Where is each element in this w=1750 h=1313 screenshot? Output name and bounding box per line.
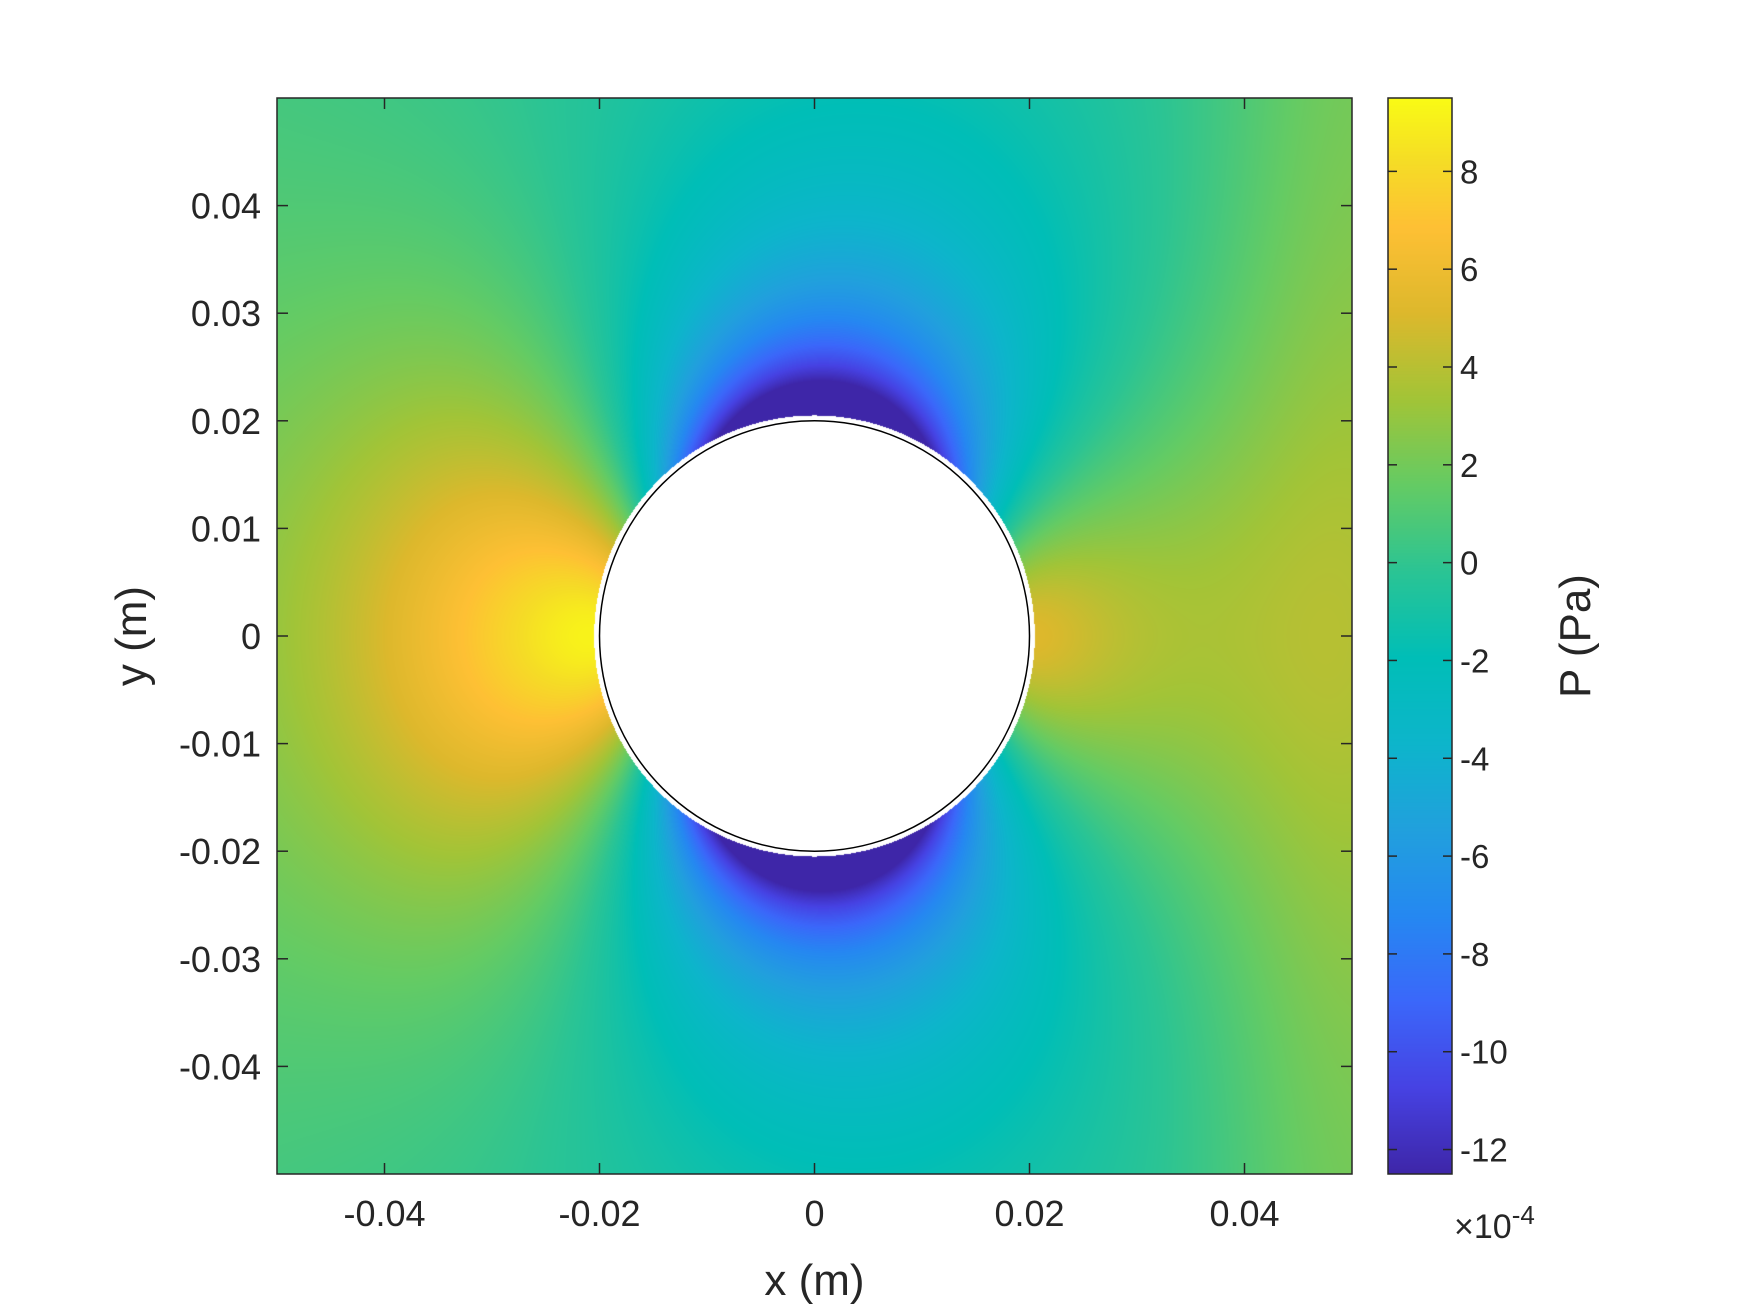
y-tick-label: 0.04 (191, 186, 261, 227)
colorbar-ticks: 8 6 4 2 0 -2 -4 -6 -8 -10 -12 (1388, 153, 1508, 1169)
x-axis-ticks: -0.04 -0.02 0 0.02 0.04 (343, 98, 1280, 1234)
x-axis-label: x (m) (764, 1256, 864, 1305)
x-tick-label: 0.04 (1209, 1193, 1279, 1234)
y-tick-label: 0.01 (191, 508, 261, 549)
y-tick-label: -0.02 (179, 831, 261, 872)
y-axis-ticks: 0.04 0.03 0.02 0.01 0 -0.01 -0.02 -0.03 -0.04 (179, 186, 1352, 1087)
colorbar-tick-label: -6 (1460, 838, 1489, 875)
colorbar-tick-label: -2 (1460, 642, 1489, 679)
y-tick-label: -0.03 (179, 939, 261, 980)
y-tick-label: -0.01 (179, 724, 261, 765)
y-tick-label: -0.04 (179, 1046, 261, 1087)
colorbar-exponent: ×10-4 (1454, 1200, 1535, 1246)
colorbar-tick-label: -4 (1460, 740, 1489, 777)
x-tick-label: -0.02 (558, 1193, 640, 1234)
colorbar-exponent-power: -4 (1512, 1200, 1535, 1230)
y-tick-label: 0.02 (191, 401, 261, 442)
y-tick-label: 0.03 (191, 293, 261, 334)
colorbar-exponent-prefix: ×10 (1454, 1208, 1512, 1246)
colorbar-label: P (Pa) (1551, 574, 1600, 698)
x-tick-label: -0.04 (343, 1193, 425, 1234)
colorbar-tick-label: 2 (1460, 447, 1478, 484)
obstacle-layer (598, 420, 1031, 852)
colorbar-tick-label: 6 (1460, 251, 1478, 288)
colorbar-frame (1387, 97, 1453, 1175)
x-tick-label: 0 (804, 1193, 824, 1234)
colorbar-tick-label: 8 (1460, 153, 1478, 190)
y-axis-label: y (m) (107, 586, 156, 686)
colorbar-gradient (1388, 98, 1452, 1174)
y-tick-label: 0 (241, 616, 261, 657)
colorbar-tick-label: 0 (1460, 545, 1478, 582)
obstacle-circle (598, 420, 1031, 852)
x-tick-label: 0.02 (994, 1193, 1064, 1234)
colorbar-tick-label: -12 (1460, 1132, 1508, 1169)
colorbar-tick-label: -8 (1460, 936, 1489, 973)
colorbar-tick-label: 4 (1460, 349, 1478, 386)
colorbar-tick-label: -10 (1460, 1034, 1508, 1071)
